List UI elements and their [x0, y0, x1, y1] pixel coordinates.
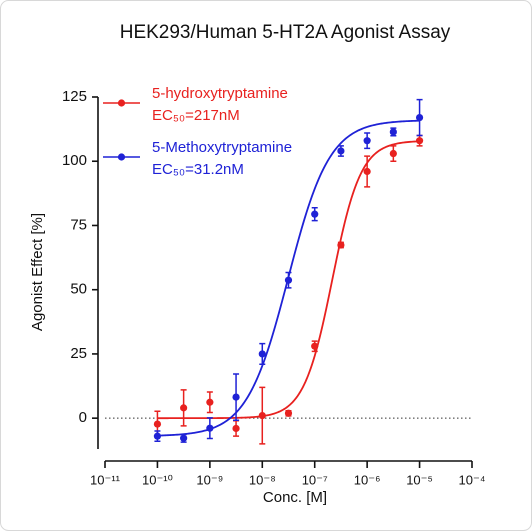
data-point	[311, 342, 319, 350]
data-point	[206, 424, 214, 432]
x-tick-label: 10⁻⁸	[249, 472, 276, 487]
data-point	[337, 147, 345, 155]
fit-curve	[157, 140, 420, 420]
data-point	[363, 167, 371, 176]
y-axis-label: Agonist Effect [%]	[29, 213, 46, 331]
data-point	[389, 149, 397, 158]
y-tick-label: 0	[79, 409, 87, 426]
data-point	[415, 113, 424, 122]
y-tick-label: 50	[70, 281, 87, 298]
data-point	[258, 350, 266, 358]
legend-marker	[117, 99, 126, 107]
data-point	[153, 432, 162, 440]
data-point	[284, 409, 293, 417]
data-point	[363, 137, 371, 145]
x-tick-label: 10⁻⁶	[354, 472, 381, 487]
chart-title: HEK293/Human 5-HT2A Agonist Assay	[120, 22, 451, 43]
x-tick-label: 10⁻⁹	[196, 472, 223, 487]
legend-annotation: EC₅₀=31.2nM	[152, 161, 244, 178]
data-point	[232, 424, 240, 433]
legend-annotation: EC₅₀=217nM	[152, 107, 240, 124]
x-tick-label: 10⁻¹⁰	[142, 472, 173, 487]
x-tick-label: 10⁻¹¹	[90, 472, 121, 487]
data-point	[337, 241, 345, 249]
x-tick-label: 10⁻⁵	[406, 472, 433, 487]
x-axis-label: Conc. [M]	[263, 489, 327, 506]
legend-label: 5-Methoxytryptamine	[152, 139, 292, 156]
x-tick-label: 10⁻⁴	[459, 472, 486, 487]
data-point	[311, 210, 319, 218]
data-point	[258, 411, 266, 420]
y-tick-label: 100	[62, 152, 87, 169]
y-tick-label: 25	[70, 345, 87, 362]
legend-label: 5-hydroxytryptamine	[152, 85, 288, 102]
data-point	[284, 276, 293, 284]
y-tick-label: 125	[62, 88, 87, 105]
data-point	[180, 404, 188, 412]
data-point	[389, 128, 397, 136]
data-point	[153, 420, 162, 428]
y-tick-label: 75	[70, 216, 87, 233]
x-tick-label: 10⁻⁷	[302, 472, 328, 487]
data-point	[415, 137, 424, 145]
data-point	[232, 393, 240, 401]
legend-marker	[117, 153, 126, 161]
data-point	[180, 434, 188, 442]
data-point	[206, 398, 214, 406]
